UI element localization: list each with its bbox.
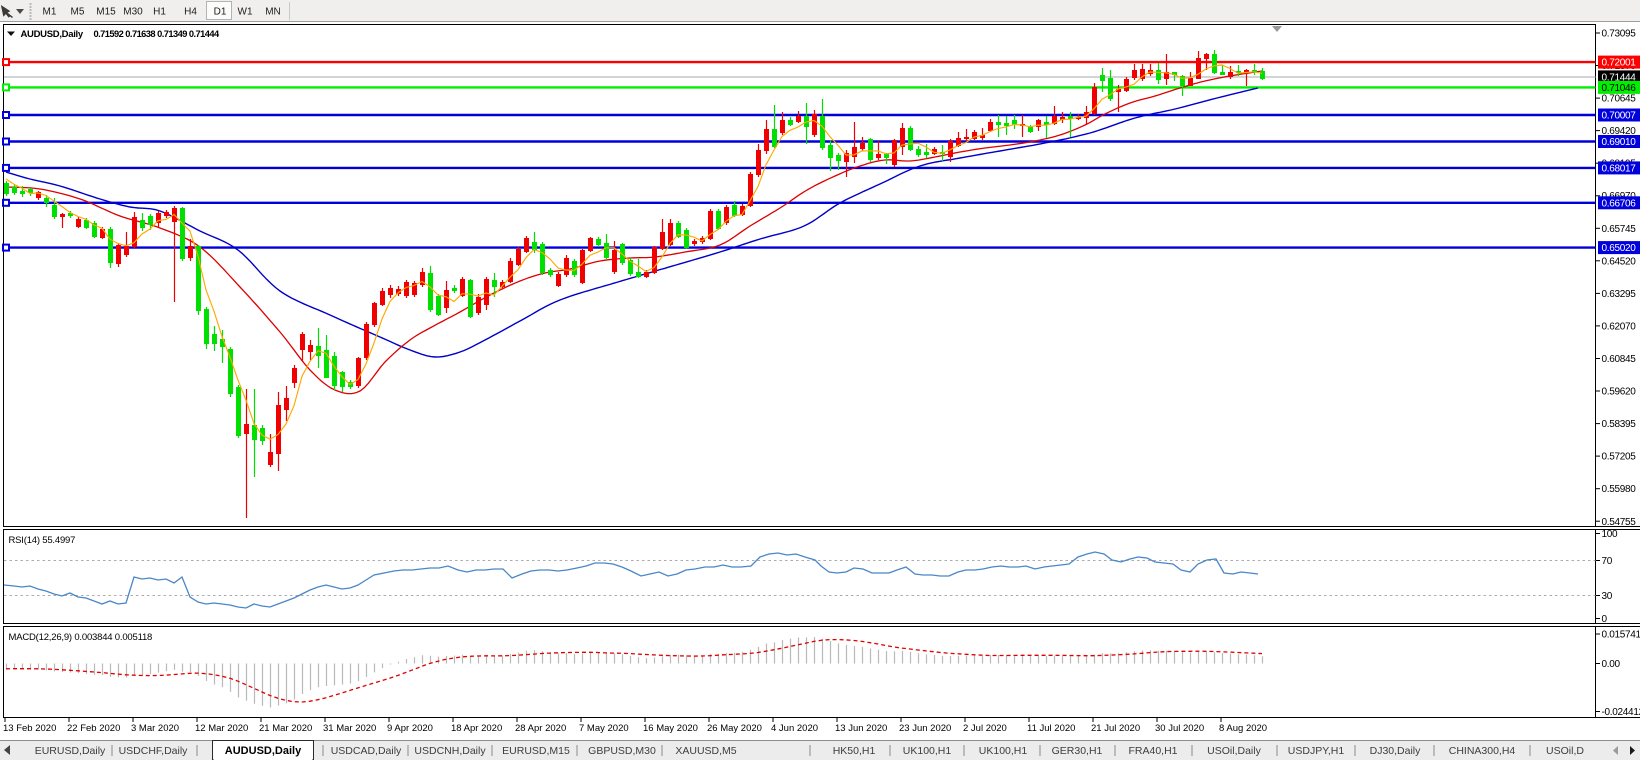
svg-text:0.55980: 0.55980 bbox=[1602, 484, 1637, 495]
svg-text:0.63295: 0.63295 bbox=[1602, 289, 1637, 300]
svg-text:UK100,H1: UK100,H1 bbox=[903, 745, 952, 757]
svg-text:AUDUSD,Daily: AUDUSD,Daily bbox=[21, 29, 84, 40]
svg-text:13 Jun 2020: 13 Jun 2020 bbox=[835, 723, 887, 734]
svg-text:70: 70 bbox=[1602, 556, 1613, 567]
svg-text:-0.024412: -0.024412 bbox=[1602, 707, 1640, 718]
svg-text:M1: M1 bbox=[43, 7, 57, 18]
svg-text:4 Jun 2020: 4 Jun 2020 bbox=[771, 723, 818, 734]
svg-text:0.70645: 0.70645 bbox=[1602, 94, 1637, 105]
svg-text:0.64520: 0.64520 bbox=[1602, 256, 1637, 267]
svg-text:0.66706: 0.66706 bbox=[1602, 198, 1637, 209]
svg-text:13 Feb 2020: 13 Feb 2020 bbox=[3, 723, 56, 734]
svg-text:0.68017: 0.68017 bbox=[1602, 163, 1637, 174]
svg-text:CHINA300,H4: CHINA300,H4 bbox=[1449, 745, 1516, 757]
svg-text:23 Jun 2020: 23 Jun 2020 bbox=[899, 723, 951, 734]
svg-text:AUDUSD,Daily: AUDUSD,Daily bbox=[225, 745, 302, 757]
svg-text:16 May 2020: 16 May 2020 bbox=[643, 723, 698, 734]
svg-text:DJ30,Daily: DJ30,Daily bbox=[1370, 745, 1422, 757]
svg-text:11 Jul 2020: 11 Jul 2020 bbox=[1027, 723, 1075, 734]
svg-text:USOil,Daily: USOil,Daily bbox=[1207, 745, 1261, 757]
svg-text:D1: D1 bbox=[214, 7, 227, 18]
svg-text:7 May 2020: 7 May 2020 bbox=[579, 723, 629, 734]
svg-text:GBPUSD,M30: GBPUSD,M30 bbox=[588, 745, 656, 757]
svg-text:0.73095: 0.73095 bbox=[1602, 29, 1637, 40]
svg-text:M30: M30 bbox=[123, 7, 143, 18]
svg-text:USDCNH,Daily: USDCNH,Daily bbox=[414, 745, 486, 757]
svg-text:21 Jul 2020: 21 Jul 2020 bbox=[1091, 723, 1140, 734]
svg-text:0.00: 0.00 bbox=[1602, 659, 1621, 670]
svg-text:30: 30 bbox=[1602, 591, 1613, 602]
svg-text:0.015741: 0.015741 bbox=[1602, 630, 1640, 641]
svg-text:9 Apr 2020: 9 Apr 2020 bbox=[387, 723, 433, 734]
svg-text:M5: M5 bbox=[71, 7, 85, 18]
svg-text:FRA40,H1: FRA40,H1 bbox=[1128, 745, 1177, 757]
svg-text:USDCAD,Daily: USDCAD,Daily bbox=[331, 745, 402, 757]
svg-text:H1: H1 bbox=[153, 7, 166, 18]
svg-text:31 Mar 2020: 31 Mar 2020 bbox=[323, 723, 376, 734]
svg-text:0.62070: 0.62070 bbox=[1602, 321, 1637, 332]
svg-text:H4: H4 bbox=[184, 7, 197, 18]
svg-text:UK100,H1: UK100,H1 bbox=[979, 745, 1028, 757]
svg-text:21 Mar 2020: 21 Mar 2020 bbox=[259, 723, 312, 734]
svg-text:0.72001: 0.72001 bbox=[1602, 58, 1637, 69]
svg-text:0.57205: 0.57205 bbox=[1602, 452, 1637, 463]
svg-text:12 Mar 2020: 12 Mar 2020 bbox=[195, 723, 248, 734]
svg-text:0.65020: 0.65020 bbox=[1602, 243, 1637, 254]
svg-text:0.71046: 0.71046 bbox=[1602, 83, 1637, 94]
svg-text:GER30,H1: GER30,H1 bbox=[1052, 745, 1103, 757]
svg-text:USDCHF,Daily: USDCHF,Daily bbox=[119, 745, 189, 757]
svg-text:8 Aug 2020: 8 Aug 2020 bbox=[1219, 723, 1267, 734]
svg-text:18 Apr 2020: 18 Apr 2020 bbox=[451, 723, 502, 734]
svg-text:M15: M15 bbox=[96, 7, 116, 18]
svg-text:0.58395: 0.58395 bbox=[1602, 419, 1637, 430]
svg-text:W1: W1 bbox=[238, 7, 253, 18]
svg-text:XAUUSD,M5: XAUUSD,M5 bbox=[675, 745, 736, 757]
svg-text:0.70007: 0.70007 bbox=[1602, 111, 1637, 122]
svg-text:0.71592 0.71638 0.71349 0.7144: 0.71592 0.71638 0.71349 0.71444 bbox=[94, 29, 221, 39]
svg-text:22 Feb 2020: 22 Feb 2020 bbox=[67, 723, 120, 734]
svg-text:0.54755: 0.54755 bbox=[1602, 517, 1637, 528]
svg-text:100: 100 bbox=[1602, 529, 1619, 540]
svg-text:0: 0 bbox=[1602, 614, 1608, 625]
svg-text:0.59620: 0.59620 bbox=[1602, 387, 1637, 398]
svg-text:0.65745: 0.65745 bbox=[1602, 224, 1637, 235]
svg-text:30 Jul 2020: 30 Jul 2020 bbox=[1155, 723, 1204, 734]
svg-text:EURUSD,Daily: EURUSD,Daily bbox=[35, 745, 106, 757]
svg-text:MN: MN bbox=[265, 7, 281, 18]
svg-text:0.69010: 0.69010 bbox=[1602, 137, 1637, 148]
svg-text:USOil,D: USOil,D bbox=[1546, 745, 1584, 757]
svg-text:0.60845: 0.60845 bbox=[1602, 354, 1637, 365]
svg-text:28 Apr 2020: 28 Apr 2020 bbox=[515, 723, 566, 734]
svg-text:MACD(12,26,9) 0.003844 0.00511: MACD(12,26,9) 0.003844 0.005118 bbox=[9, 632, 153, 643]
svg-text:USDJPY,H1: USDJPY,H1 bbox=[1288, 745, 1345, 757]
svg-text:3 Mar 2020: 3 Mar 2020 bbox=[131, 723, 179, 734]
svg-text:HK50,H1: HK50,H1 bbox=[833, 745, 876, 757]
svg-text:2 Jul 2020: 2 Jul 2020 bbox=[963, 723, 1007, 734]
svg-text:26 May 2020: 26 May 2020 bbox=[707, 723, 762, 734]
svg-text:EURUSD,M15: EURUSD,M15 bbox=[502, 745, 570, 757]
svg-text:RSI(14) 55.4997: RSI(14) 55.4997 bbox=[9, 535, 76, 546]
